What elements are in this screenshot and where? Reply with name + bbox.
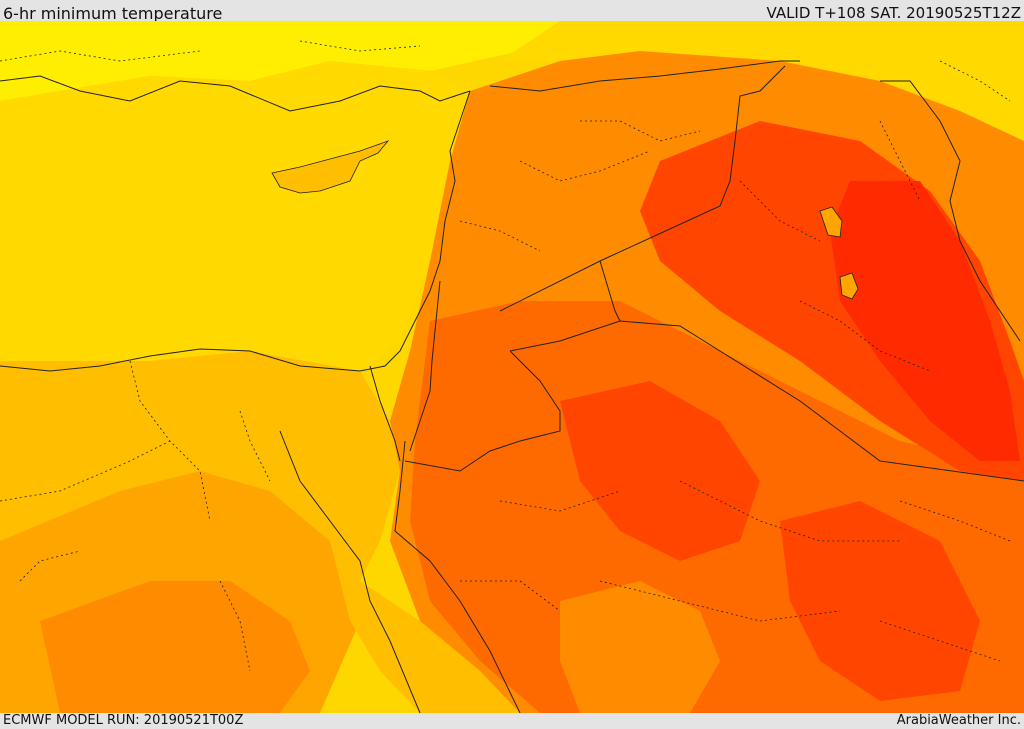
temperature-map xyxy=(0,21,1024,713)
coastline-red-sea-east xyxy=(394,440,521,713)
sea-red xyxy=(330,541,520,713)
coastline-red-sea-west xyxy=(279,430,421,713)
border-syria-turkey xyxy=(489,60,800,92)
header-bar: 6-hr minimum temperature VALID T+108 SAT… xyxy=(0,0,1024,23)
temp-zone-northeast xyxy=(500,21,1024,141)
valid-time: VALID T+108 SAT. 20190525T12Z xyxy=(766,4,1021,22)
island-cyprus xyxy=(271,140,390,194)
temp-zone-iraq-hot xyxy=(830,181,1020,461)
coastline-turkey xyxy=(0,75,471,112)
map-title: 6-hr minimum temperature xyxy=(3,4,223,23)
border-jordan xyxy=(404,260,621,472)
temp-zone-saudi-hot-2 xyxy=(780,501,980,701)
border-jordan-saudi xyxy=(509,320,1024,482)
jordan-river xyxy=(409,280,441,452)
border-iran-iraq xyxy=(880,80,1021,342)
coastline-levant xyxy=(0,90,471,372)
model-run-label: ECMWF MODEL RUN: 20190521T00Z xyxy=(3,713,244,728)
credit-label: ArabiaWeather Inc. xyxy=(896,713,1021,728)
sea-mediterranean xyxy=(0,61,470,371)
map-canvas xyxy=(0,21,1024,713)
province-borders xyxy=(0,40,1011,672)
temp-zone-egypt-hot xyxy=(40,581,310,713)
temp-zone-saudi-cooler xyxy=(560,581,720,713)
footer-bar: ECMWF MODEL RUN: 20190521T00Z ArabiaWeat… xyxy=(0,713,1024,729)
temp-zone-north xyxy=(0,21,560,101)
lake-tharthar xyxy=(819,206,843,238)
temp-zone-saudi-hot xyxy=(560,381,760,561)
lake-razzaza xyxy=(839,272,859,300)
border-egypt-israel xyxy=(369,365,401,462)
border-syria-iraq xyxy=(499,65,786,312)
